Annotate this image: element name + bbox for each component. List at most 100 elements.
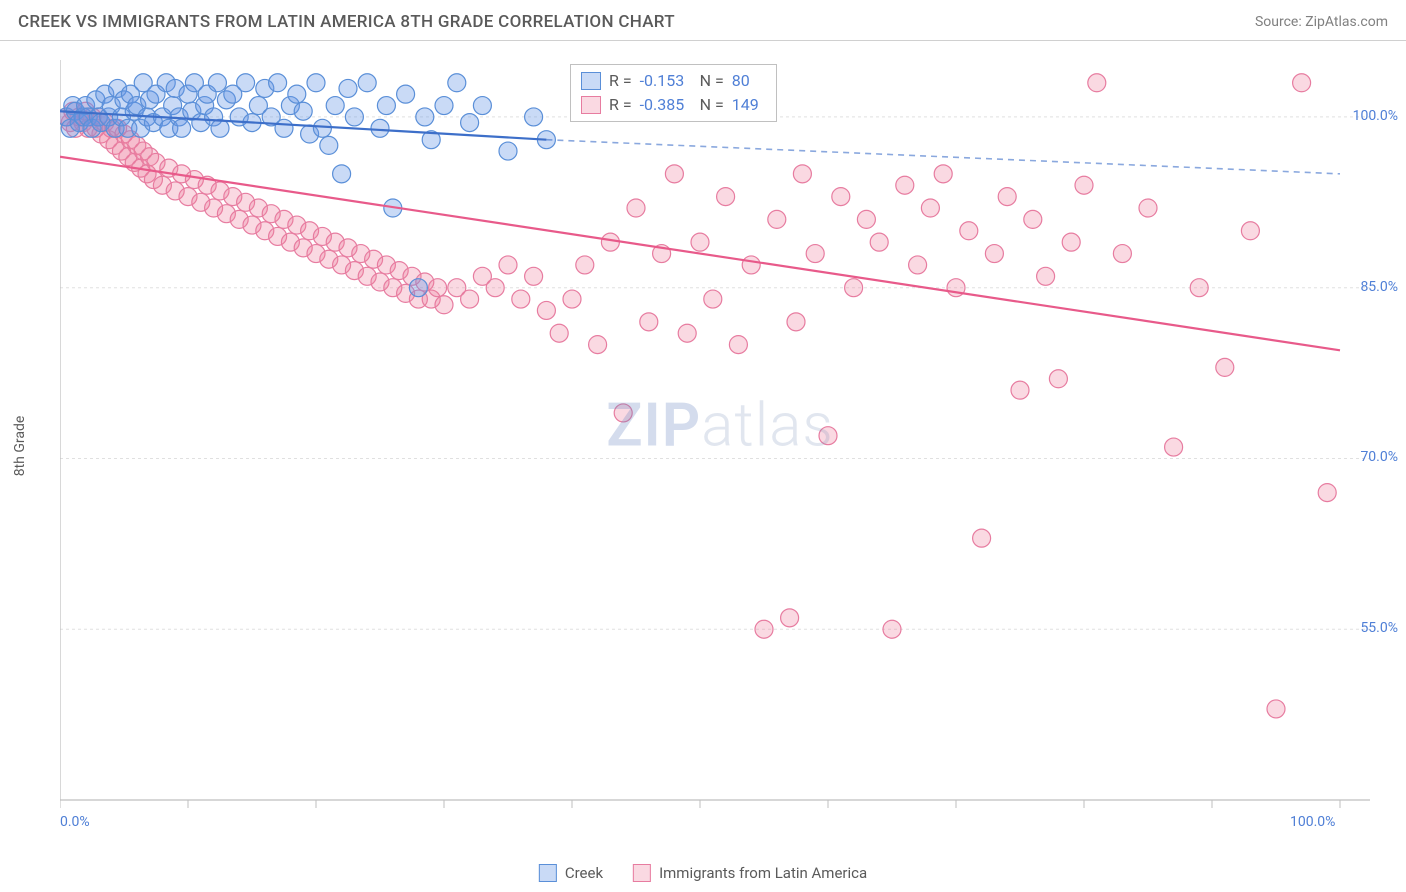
n-value: 80 (732, 69, 766, 93)
y-tick-label: 85.0% (1360, 279, 1398, 295)
latin-point (1293, 74, 1311, 92)
latin-point (998, 188, 1016, 206)
chart-source: Source: ZipAtlas.com (1255, 14, 1388, 30)
creek-point (461, 114, 479, 132)
latin-point (1267, 700, 1285, 718)
latin-point (1190, 279, 1208, 297)
latin-point (1318, 484, 1336, 502)
latin-point (819, 427, 837, 445)
latin-point (934, 165, 952, 183)
latin-point (1088, 74, 1106, 92)
creek-point (345, 108, 363, 126)
stats-box: R = -0.153 N = 80R = -0.385 N = 149 (570, 64, 777, 122)
creek-point (307, 74, 325, 92)
latin-point (1037, 267, 1055, 285)
latin-point (755, 620, 773, 638)
latin-point (806, 245, 824, 263)
chart-header: CREEK VS IMMIGRANTS FROM LATIN AMERICA 8… (0, 0, 1406, 41)
latin-point (512, 290, 530, 308)
creek-point (288, 85, 306, 103)
latin-point (742, 256, 760, 274)
latin-point (1216, 358, 1234, 376)
latin-point (857, 210, 875, 228)
latin-point (486, 279, 504, 297)
latin-point (845, 279, 863, 297)
creek-point (435, 97, 453, 115)
r-label: R = (609, 93, 632, 117)
creek-point (377, 97, 395, 115)
creek-point (525, 108, 543, 126)
creek-point (320, 136, 338, 154)
latin-point (563, 290, 581, 308)
y-tick-label: 55.0% (1360, 620, 1398, 636)
stats-row-latin: R = -0.385 N = 149 (581, 93, 766, 117)
creek-swatch-icon (581, 72, 601, 90)
creek-point (333, 165, 351, 183)
latin-point (525, 267, 543, 285)
latin-point (1062, 233, 1080, 251)
latin-point (589, 336, 607, 354)
creek-point (173, 119, 191, 137)
latin-point (704, 290, 722, 308)
latin-point (1165, 438, 1183, 456)
creek-point (237, 74, 255, 92)
latin-point (1024, 210, 1042, 228)
r-value: -0.385 (640, 93, 692, 117)
creek-point (313, 119, 331, 137)
creek-point (397, 85, 415, 103)
latin-point (691, 233, 709, 251)
latin-point (883, 620, 901, 638)
scatter-plot (60, 60, 1380, 820)
n-label: N = (700, 93, 724, 117)
legend-item-latin: Immigrants from Latin America (633, 864, 867, 882)
latin-point (601, 233, 619, 251)
creek-point (499, 142, 517, 160)
latin-point (614, 404, 632, 422)
latin-point (896, 176, 914, 194)
r-value: -0.153 (640, 69, 692, 93)
y-tick-label: 70.0% (1360, 449, 1398, 465)
creek-point (416, 108, 434, 126)
latin-point (1075, 176, 1093, 194)
legend-label: Immigrants from Latin America (659, 864, 867, 882)
creek-point (339, 79, 357, 97)
creek-point (208, 74, 226, 92)
latin-point (985, 245, 1003, 263)
latin-point (960, 222, 978, 240)
legend-label: Creek (565, 864, 603, 882)
latin-point (768, 210, 786, 228)
n-value: 149 (732, 93, 766, 117)
creek-point (409, 279, 427, 297)
latin-point (787, 313, 805, 331)
latin-point (537, 301, 555, 319)
latin-point (550, 324, 568, 342)
latin-point (973, 529, 991, 547)
latin-point (429, 279, 447, 297)
legend: Creek Immigrants from Latin America (539, 864, 867, 882)
creek-point (371, 119, 389, 137)
r-label: R = (609, 69, 632, 93)
chart-area: ZIPatlas R =-0.153N =80R =-0.385N =149 (60, 60, 1380, 820)
x-tick-label: 0.0% (60, 814, 90, 830)
latin-point (781, 609, 799, 627)
latin-point (717, 188, 735, 206)
creek-swatch-icon (539, 864, 557, 882)
latin-point (640, 313, 658, 331)
creek-point (448, 74, 466, 92)
latin-point (576, 256, 594, 274)
latin-point (627, 199, 645, 217)
latin-point (1011, 381, 1029, 399)
creek-point (358, 74, 376, 92)
latin-point (1241, 222, 1259, 240)
latin-point (1049, 370, 1067, 388)
latin-point (678, 324, 696, 342)
creek-point (269, 74, 287, 92)
creek-point (326, 97, 344, 115)
creek-point (473, 97, 491, 115)
y-axis-label: 8th Grade (12, 416, 28, 477)
stats-row-creek: R =-0.153N =80 (581, 69, 766, 93)
latin-point (729, 336, 747, 354)
latin-point (461, 290, 479, 308)
latin-point (909, 256, 927, 274)
chart-title: CREEK VS IMMIGRANTS FROM LATIN AMERICA 8… (18, 12, 675, 32)
